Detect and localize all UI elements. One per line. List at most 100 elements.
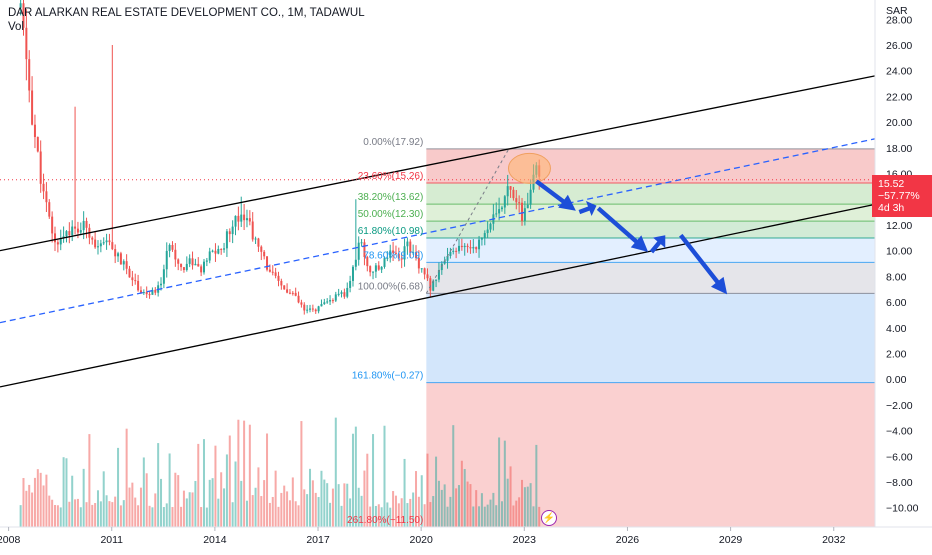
candle-body [117,253,120,257]
candle-body [122,261,125,265]
volume-bar [254,487,257,527]
volume-bar [168,453,171,527]
candle-body [334,294,337,301]
candle-body [68,231,71,236]
volume-bar [94,503,97,527]
volume-bar [389,507,392,527]
upper-channel-line [0,75,876,252]
volume-bar [409,498,412,527]
volume-bar [354,426,357,527]
candle-body [357,242,360,260]
candle-body [374,265,377,272]
volume-bar [495,505,498,527]
candle-body [220,248,223,250]
candle-body [486,229,489,234]
candle-body [403,246,406,260]
volume-bar [62,457,65,527]
candle-body [412,252,415,254]
y-tick-label: −8.00 [886,477,913,489]
volume-bar [366,453,369,527]
x-axis-bg [0,527,932,550]
volume-bar [99,501,102,527]
candle-body [119,253,122,265]
candle-body [317,306,320,312]
candle-body [162,269,165,284]
volume-bar [28,484,31,527]
volume-bar [343,483,346,527]
candle-body [346,287,349,297]
volume-bar [79,507,82,527]
candle-body [260,246,263,252]
volume-bar [329,502,332,527]
volume-bar [486,504,489,527]
lightning-bolt-icon[interactable]: ⚡ [541,510,557,526]
fib-zone [426,293,875,383]
candle-body [245,218,248,221]
volume-bar [397,503,400,527]
candle-body [277,275,280,281]
volume-bar [506,478,509,527]
volume-bar [529,483,532,527]
candle-body [409,241,412,253]
candle-body [283,285,286,290]
candle-body [437,270,440,280]
volume-bar [114,496,117,527]
candle-body [463,245,466,248]
volume-bar [71,475,74,527]
volume-bar [197,443,200,527]
volume-bar [535,444,538,527]
candle-body [248,218,251,222]
candle-body [331,300,334,302]
volume-bar [228,435,231,527]
x-tick-label: 2014 [203,534,227,546]
currency-label: SAR [886,5,908,17]
candle-body [197,263,200,267]
volume-bar [489,499,492,527]
projection-arrow [596,206,649,252]
fib-zone [426,204,875,222]
candle-body [257,238,260,247]
fib-zone [426,221,875,239]
fib-level-label: 100.00%(6.68) [358,281,424,292]
volume-bar [412,492,415,527]
candle-body [366,257,369,267]
volume-bar [39,472,42,527]
volume-bar [469,484,472,527]
candle-body [529,189,532,205]
candle-body [202,261,205,273]
candle-body [211,250,214,252]
y-tick-label: 6.00 [886,297,907,309]
candle-body [194,263,197,266]
candle-body [76,228,79,233]
volume-bar [240,480,243,527]
candle-body [397,253,400,259]
candle-body [406,241,409,247]
volume-bar [509,466,512,527]
candle-body [223,248,226,250]
volume-bar [223,488,226,527]
x-tick-label: 2029 [719,534,743,546]
volume-bar [523,487,526,527]
volume-bar [437,480,440,527]
candle-body [274,272,277,276]
volume-bar [177,475,180,527]
volume-bar [180,506,183,527]
volume-bar [452,425,455,527]
volume-bar [263,480,266,527]
fib-level-label: 161.80%(−0.27) [352,371,423,382]
candle-body [228,231,231,235]
candle-body [171,245,174,250]
x-tick-label: 2020 [409,534,433,546]
candle-body [460,245,463,248]
candle-body [177,259,180,264]
volume-bar [160,478,163,527]
candle-body [271,271,274,273]
candle-body [526,204,529,209]
volume-bar [151,507,154,527]
candle-body [111,242,114,250]
candle-body [263,251,266,257]
candle-body [114,249,117,257]
candle-body [237,215,240,222]
